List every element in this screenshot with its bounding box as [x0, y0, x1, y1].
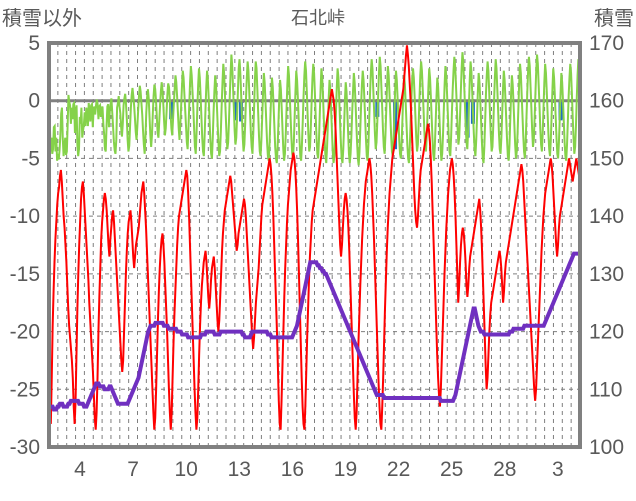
left-tick-label: -25: [10, 378, 40, 401]
x-tick-label: 19: [334, 458, 357, 481]
x-tick-label: 25: [440, 458, 463, 481]
right-tick-label: 110: [589, 378, 622, 401]
x-tick-label: 3: [552, 458, 564, 481]
right-axis-unit-label: 積雪: [594, 8, 634, 30]
x-axis-ticks: 4 7 10 13 16 19 22 25 28 3: [74, 458, 564, 481]
left-axis-unit-label: 積雪以外: [2, 8, 82, 30]
right-axis-ticks: 170 160 150 140 130 120 110 100: [589, 32, 624, 459]
left-tick-label: -5: [21, 147, 40, 170]
right-tick-label: 100: [589, 436, 624, 459]
right-tick-label: 140: [589, 205, 624, 228]
right-tick-label: 160: [589, 90, 624, 113]
right-tick-label: 150: [589, 147, 624, 170]
page-title: 石北峠: [291, 8, 345, 28]
left-tick-label: -30: [10, 436, 40, 459]
left-tick-label: -10: [10, 205, 40, 228]
right-tick-label: 130: [589, 263, 624, 286]
x-tick-label: 13: [228, 458, 251, 481]
left-axis-ticks: 5 0 -5 -10 -15 -20 -25 -30: [10, 32, 40, 459]
left-tick-label: 0: [28, 90, 40, 113]
x-tick-label: 10: [174, 458, 197, 481]
right-tick-label: 170: [589, 32, 624, 55]
x-tick-label: 22: [387, 458, 410, 481]
x-tick-label: 16: [281, 458, 304, 481]
x-tick-label: 28: [493, 458, 516, 481]
series-layer: [48, 45, 581, 430]
right-tick-label: 120: [589, 321, 624, 344]
left-tick-label: 5: [28, 32, 40, 55]
left-tick-label: -15: [10, 263, 40, 286]
plot-frame: [47, 41, 582, 449]
x-tick-label: 7: [127, 458, 139, 481]
x-tick-label: 4: [74, 458, 86, 481]
left-tick-label: -20: [10, 321, 40, 344]
